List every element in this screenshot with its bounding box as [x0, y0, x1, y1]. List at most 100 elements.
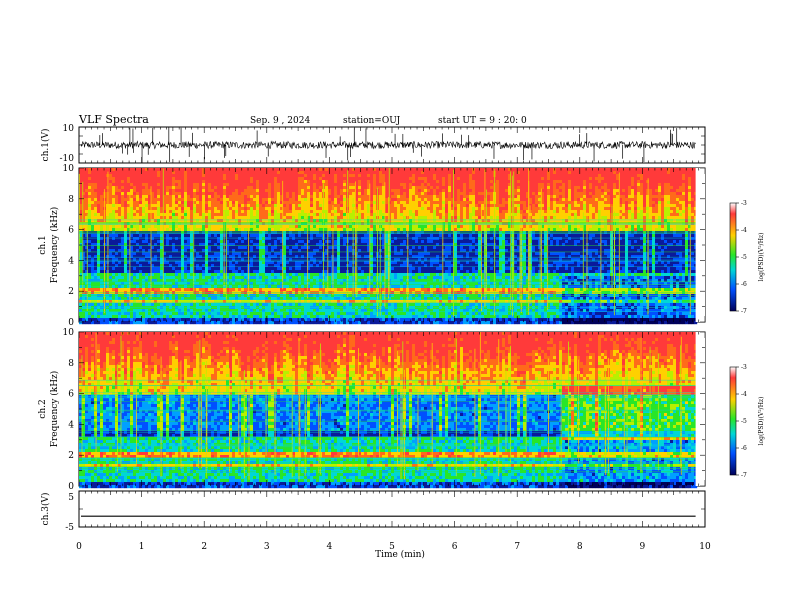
spec-cell — [217, 189, 221, 193]
spec-cell — [85, 279, 89, 283]
spec-cell — [349, 300, 353, 304]
spec-cell — [88, 195, 92, 199]
spec-cell — [142, 243, 146, 247]
spec-cell — [130, 198, 134, 202]
spec-cell — [178, 177, 182, 181]
spec-cell — [304, 258, 308, 262]
spec-cell — [118, 237, 122, 241]
spec-cell — [235, 189, 239, 193]
spec-cell — [208, 300, 212, 304]
spec-cell — [124, 186, 128, 190]
spec-cell — [229, 276, 233, 280]
spec-cell — [169, 279, 173, 283]
spec-cell — [136, 213, 140, 217]
spec-cell — [310, 261, 314, 265]
spec-cell — [304, 276, 308, 280]
spec-cell — [304, 282, 308, 286]
spec-cell — [235, 177, 239, 181]
spec-cell — [253, 297, 257, 301]
spec-cell — [241, 315, 245, 319]
spec-cell — [145, 300, 149, 304]
spec-cell — [343, 192, 347, 196]
spec-cell — [100, 189, 104, 193]
spec-cell — [331, 312, 335, 316]
spec-cell — [265, 192, 269, 196]
spec-cell — [163, 315, 167, 319]
spec-cell — [277, 228, 281, 232]
spec-cell — [223, 249, 227, 253]
spec-cell — [97, 270, 101, 274]
spec-cell — [265, 264, 269, 268]
spec-cell — [331, 306, 335, 310]
spec-cell — [343, 171, 347, 175]
spec-cell — [247, 171, 251, 175]
spec-cell — [235, 300, 239, 304]
spec-cell — [145, 258, 149, 262]
spec-cell — [124, 174, 128, 178]
spec-cell — [268, 183, 272, 187]
spec-cell — [325, 234, 329, 238]
spec-cell — [337, 240, 341, 244]
spec-cell — [88, 228, 92, 232]
spec-cell — [94, 264, 98, 268]
spec-cell — [115, 225, 119, 229]
spec-cell — [79, 198, 83, 202]
spec-cell — [343, 300, 347, 304]
spec-cell — [178, 171, 182, 175]
spec-cell — [259, 276, 263, 280]
spec-cell — [286, 171, 290, 175]
spec-cell — [85, 201, 89, 205]
spec-cell — [304, 309, 308, 313]
spec-cell — [142, 207, 146, 211]
spec-cell — [121, 237, 125, 241]
spec-cell — [268, 228, 272, 232]
spec-cell — [205, 243, 209, 247]
spec-cell — [277, 234, 281, 238]
spec-cell — [349, 258, 353, 262]
spec-cell — [160, 174, 164, 178]
spec-cell — [259, 210, 263, 214]
spec-cell — [277, 240, 281, 244]
spec-cell — [256, 297, 260, 301]
spec-cell — [337, 228, 341, 232]
spec-cell — [205, 207, 209, 211]
spec-cell — [292, 279, 296, 283]
spec-cell — [268, 306, 272, 310]
spec-cell — [304, 171, 308, 175]
spec-cell — [301, 309, 305, 313]
spec-cell — [202, 174, 206, 178]
spec-cell — [301, 207, 305, 211]
spec-cell — [118, 306, 122, 310]
spec-cell — [121, 258, 125, 262]
spec-cell — [127, 297, 131, 301]
spec-cell — [268, 219, 272, 223]
spec-cell — [151, 177, 155, 181]
spec-cell — [133, 258, 137, 262]
spec-cell — [268, 192, 272, 196]
spec-cell — [151, 315, 155, 319]
spec-cell — [154, 249, 158, 253]
spec-cell — [292, 288, 296, 292]
spec-cell — [217, 273, 221, 277]
spec-cell — [274, 246, 278, 250]
spec-cell — [346, 321, 350, 325]
spec-cell — [340, 300, 344, 304]
spec-cell — [283, 312, 287, 316]
spec-cell — [211, 255, 215, 259]
spec-cell — [310, 207, 314, 211]
spec-cell — [112, 282, 116, 286]
spec-cell — [148, 186, 152, 190]
spec-cell — [82, 216, 86, 220]
spec-cell — [301, 264, 305, 268]
spec-cell — [121, 243, 125, 247]
spec-cell — [295, 219, 299, 223]
spec-cell — [94, 249, 98, 253]
spec-cell — [316, 186, 320, 190]
spec-cell — [241, 249, 245, 253]
spec-cell — [262, 228, 266, 232]
spec-cell — [220, 246, 224, 250]
spec-cell — [292, 177, 296, 181]
spec-cell — [184, 249, 188, 253]
spec-cell — [238, 192, 242, 196]
spec-cell — [319, 213, 323, 217]
